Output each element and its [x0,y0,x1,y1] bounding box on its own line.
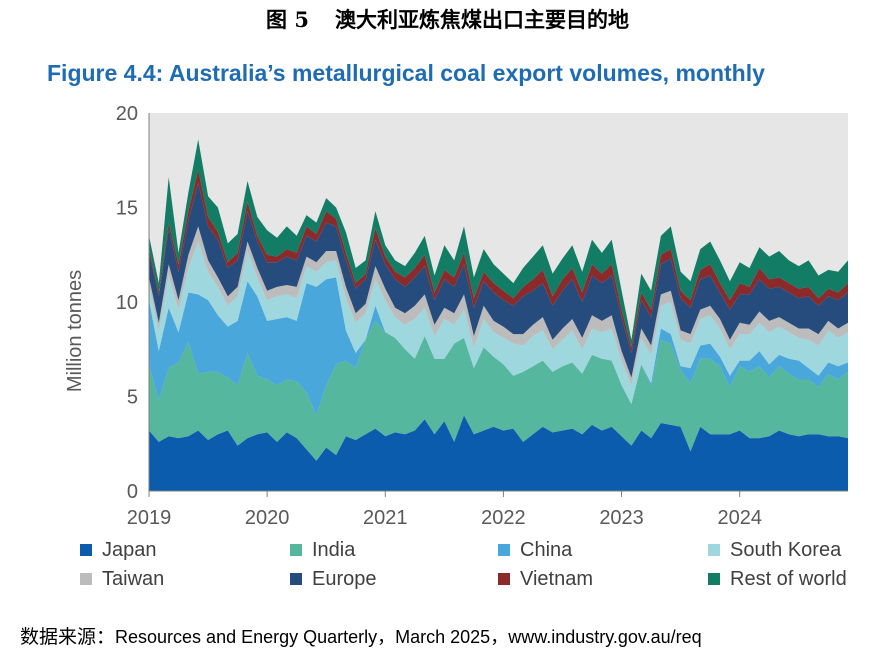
x-tick-label: 2021 [363,507,408,529]
legend-label: India [312,538,356,561]
legend-item-china: China [498,536,572,564]
legend: Japan India China South Korea Taiwan Europe Vi… [80,536,870,596]
area-europe [149,182,848,378]
legend-label: Europe [312,567,377,590]
x-tick-label: 2022 [481,507,526,529]
figure-title: 澳大利亚炼焦煤出口主要目的地 [334,7,629,32]
legend-item-europe: Europe [290,565,377,593]
legend-swatch [290,573,302,585]
legend-item-rest-of-world: Rest of world [708,565,847,593]
source-note: 数据来源：Resources and Energy Quarterly，Marc… [20,622,702,649]
y-axis-label: Million tonnes [64,270,86,392]
x-tick-label: 2023 [599,507,644,529]
figure-header: 图 5 澳大利亚炼焦煤出口主要目的地 [0,4,895,34]
legend-swatch [498,573,510,585]
area-rest-of-world [149,139,848,348]
area-japan [149,415,848,491]
legend-item-japan: Japan [80,536,157,564]
legend-item-india: India [290,536,355,564]
y-tick-label: 15 [116,198,138,220]
x-tick-label: 2020 [245,507,290,529]
legend-swatch [708,573,720,585]
y-tick-label: 10 [116,292,138,314]
legend-item-vietnam: Vietnam [498,565,593,593]
area-south-korea [149,241,848,405]
y-tick-label: 5 [127,387,138,409]
x-tick-label: 2024 [717,507,762,529]
legend-swatch [80,573,92,585]
figure-number: 图 5 [266,7,309,32]
area-china [149,277,848,416]
legend-swatch [498,544,510,556]
legend-label: Taiwan [102,567,165,590]
legend-label: Japan [102,538,157,561]
axes-layer: 0 5 10 15 20 2019 2020 2021 2022 2023 2024 [116,103,848,529]
y-tick-label: 20 [116,103,138,125]
legend-label: Rest of world [730,567,847,590]
source-text: Resources and Energy Quarterly，March 202… [115,627,702,647]
area-layer [149,139,848,491]
x-tick-label: 2019 [127,507,172,529]
legend-label: Vietnam [520,567,594,590]
legend-item-south-korea: South Korea [708,536,841,564]
source-label: 数据来源： [20,626,116,648]
legend-label: China [520,538,573,561]
legend-swatch [290,544,302,556]
legend-swatch [80,544,92,556]
legend-label: South Korea [730,538,842,561]
y-tick-label: 0 [127,481,138,503]
legend-item-taiwan: Taiwan [80,565,164,593]
chart-title: Figure 4.4: Australia’s metallurgical co… [47,60,765,86]
area-india [149,320,848,461]
legend-swatch [708,544,720,556]
